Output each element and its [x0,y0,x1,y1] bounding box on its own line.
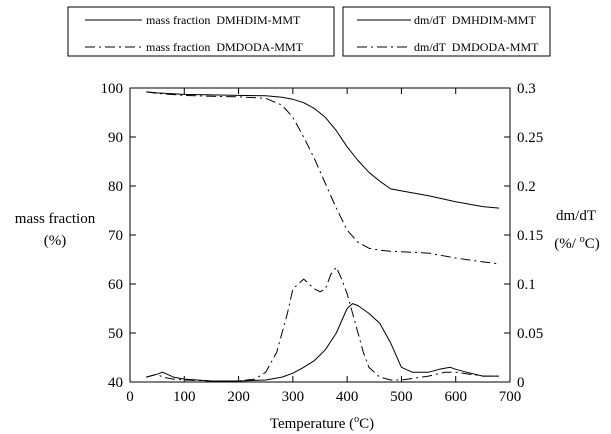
x-axis-label: Temperature (oC) [270,414,374,432]
x-tick-label: 100 [173,389,196,405]
legend-label-mass-dmhdim: mass fraction DMHDIM-MMT [146,13,301,27]
y-left-tick-label: 40 [108,375,123,391]
y-left-axis-ticks: 40 50 60 70 80 90 100 [101,81,136,391]
legend-dmdt: dm/dT DMHDIM-MMT dm/dT DMDODA-MMT [342,6,551,57]
y-right-tick-label: 0.3 [517,81,536,97]
series-line-mass-fraction-dmdoda-mmt [146,91,500,265]
y-right-axis-label-line1: dm/dT [556,208,596,224]
series-lines [146,91,500,382]
x-tick-label: 300 [282,389,305,405]
plot-area [129,87,511,383]
y-right-axis-ticks: 0 0.05 0.1 0.15 0.2 0.25 0.3 [504,81,543,391]
y-left-tick-label: 100 [101,81,124,97]
x-tick-label: 400 [336,389,359,405]
y-right-tick-label: 0.15 [517,228,543,244]
x-tick-label: 0 [126,389,134,405]
y-left-axis-label-line1: mass fraction [15,211,96,227]
legend-label-dmdt-dmdoda: dm/dT DMDODA-MMT [414,40,539,54]
x-axis-ticks: 0 100 200 300 400 500 600 700 [126,88,521,405]
y-right-tick-label: 0.05 [517,326,543,342]
series-line-dm-dt-dmdoda-mmt [146,266,500,382]
y-right-tick-label: 0.2 [517,179,536,195]
legend-label-mass-dmdoda: mass fraction DMDODA-MMT [146,40,304,54]
y-left-tick-label: 70 [108,228,123,244]
legend-label-dmdt-dmhdim: dm/dT DMHDIM-MMT [414,13,536,27]
x-tick-label: 700 [499,389,522,405]
x-tick-label: 500 [390,389,413,405]
x-tick-label: 600 [444,389,467,405]
y-right-tick-label: 0 [517,375,525,391]
y-left-tick-label: 60 [108,277,123,293]
y-right-tick-label: 0.25 [517,130,543,146]
y-right-axis-label-line2: (%/ oC) [554,234,599,252]
legend-mass-fraction: mass fraction DMHDIM-MMT mass fraction D… [67,6,335,57]
series-line-mass-fraction-dmhdim-mmt [146,91,500,209]
y-right-tick-label: 0.1 [517,277,536,293]
x-tick-label: 200 [227,389,250,405]
y-left-tick-label: 50 [108,326,123,342]
series-line-dm-dt-dmhdim-mmt [146,303,500,382]
y-left-axis-label-line2: (%) [44,233,67,249]
y-left-tick-label: 80 [108,179,123,195]
y-left-tick-label: 90 [108,130,123,146]
